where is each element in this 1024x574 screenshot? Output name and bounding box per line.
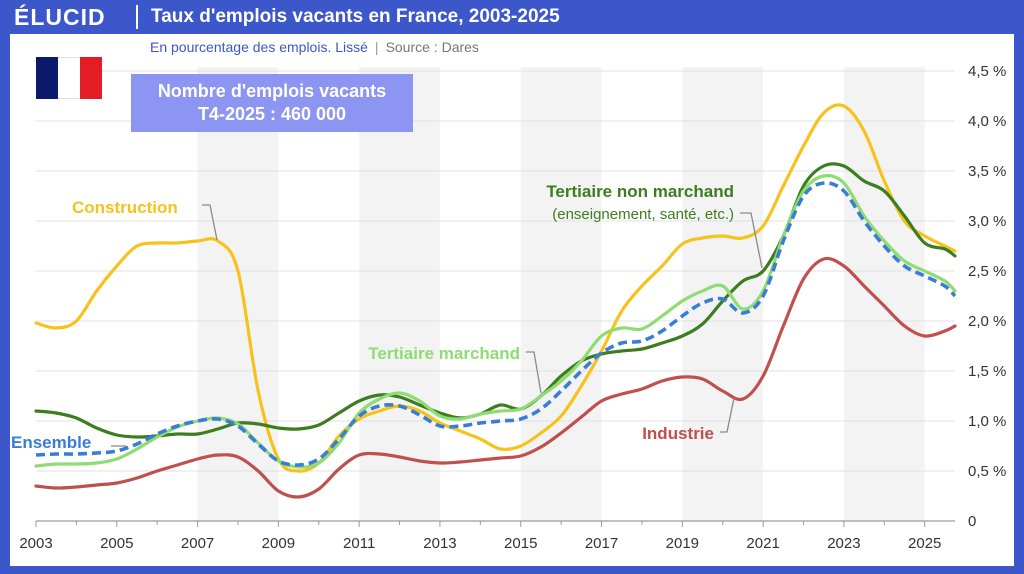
info-box-line-1: Nombre d'emplois vacants: [157, 81, 387, 101]
y-tick-label-5: 2,5 %: [968, 263, 1006, 280]
series-line-industrie: [34, 256, 957, 499]
x-tick-label-2007: 2007: [181, 535, 214, 552]
x-tick-label-2009: 2009: [262, 535, 295, 552]
annotation-tnm-sub: (enseignement, santé, etc.): [552, 206, 734, 223]
y-tick-label-6: 3,0 %: [968, 213, 1006, 230]
y-axis: 0 0,5 % 1,0 % 1,5 % 2,0 % 2,5 % 3,0 % 3,5 % 4,0 …: [968, 63, 1006, 530]
leader-line-construction: [202, 204, 218, 241]
x-tick-label-2025: 2025: [908, 535, 941, 552]
annotation-tnm-title: Tertiaire non marchand: [546, 182, 734, 201]
page-title: Taux d'emplois vacants en France, 2003-2…: [151, 6, 560, 27]
leader-line-tertiaire-marchand: [526, 351, 542, 394]
y-tick-label-3: 1,5 %: [968, 363, 1006, 380]
x-tick-label-2013: 2013: [423, 535, 456, 552]
shaded-bands: [197, 67, 925, 521]
shaded-band-2: [520, 67, 602, 521]
shaded-band-4: [843, 67, 925, 521]
x-tick-label-2011: 2011: [343, 535, 375, 552]
series-lines: [34, 103, 957, 499]
y-tick-label-9: 4,5 %: [968, 63, 1006, 80]
annotation-leaders: [111, 204, 763, 447]
y-tick-label-8: 4,0 %: [968, 113, 1006, 130]
subtitle-separator: |: [374, 39, 379, 55]
left-border: [0, 34, 10, 574]
x-tick-label-2015: 2015: [504, 535, 537, 552]
annotation-labels: Construction Tertiaire non marchand (ensei…: [11, 182, 734, 452]
leader-line-tnm: [740, 212, 763, 269]
header-bar: ÉLUCID Taux d'emplois vacants en France,…: [0, 0, 1024, 34]
footer-url-link[interactable]: www.elucid.media: [886, 557, 967, 568]
info-box: Nombre d'emplois vacants T4-2025 : 460 0…: [131, 74, 413, 132]
x-tick-label-2019: 2019: [666, 535, 699, 552]
series-line-construction: [34, 103, 957, 473]
france-flag-icon: [36, 57, 102, 99]
y-tick-label-0: 0: [968, 513, 976, 530]
brand-logo[interactable]: ÉLUCID: [14, 4, 106, 30]
annotation-tertiaire-marchand: Tertiaire marchand: [368, 344, 520, 363]
shaded-band-1: [359, 67, 440, 521]
x-axis: 2003 2005 2007 2009 2011 2013 2015 2017 2019 2021…: [19, 520, 955, 552]
chart-subtitle: En pourcentage des emplois. Lissé | Source…: [150, 39, 479, 55]
header-divider: [136, 5, 138, 29]
leader-line-industrie: [720, 397, 735, 433]
annotation-industrie: Industrie: [642, 424, 714, 443]
annotation-construction: Construction: [72, 198, 178, 217]
y-tick-label-1: 0,5 %: [968, 463, 1006, 480]
x-tick-label-2023: 2023: [827, 535, 860, 552]
y-tick-label-7: 3,5 %: [968, 163, 1006, 180]
info-box-line-2: T4-2025 : 460 000: [197, 104, 347, 124]
annotation-ensemble: Ensemble: [11, 433, 91, 452]
series-line-ensemble: [35, 181, 957, 467]
footer-triangle-icon: [980, 555, 1004, 565]
x-tick-label-2005: 2005: [100, 535, 133, 552]
right-border: [1014, 34, 1024, 574]
series-line-tertiaire-non-marchand: [34, 162, 957, 439]
shaded-band-0: [197, 67, 279, 521]
bottom-border: [0, 566, 1024, 574]
source-text: Source : Dares: [385, 39, 479, 55]
y-tick-label-4: 2,0 %: [968, 313, 1006, 330]
subtitle-text: En pourcentage des emplois. Lissé: [150, 39, 368, 55]
y-tick-label-2: 1,0 %: [968, 413, 1006, 430]
x-tick-label-2017: 2017: [585, 535, 618, 552]
x-tick-label-2021: 2021: [746, 535, 779, 552]
x-tick-label-2003: 2003: [19, 535, 52, 552]
